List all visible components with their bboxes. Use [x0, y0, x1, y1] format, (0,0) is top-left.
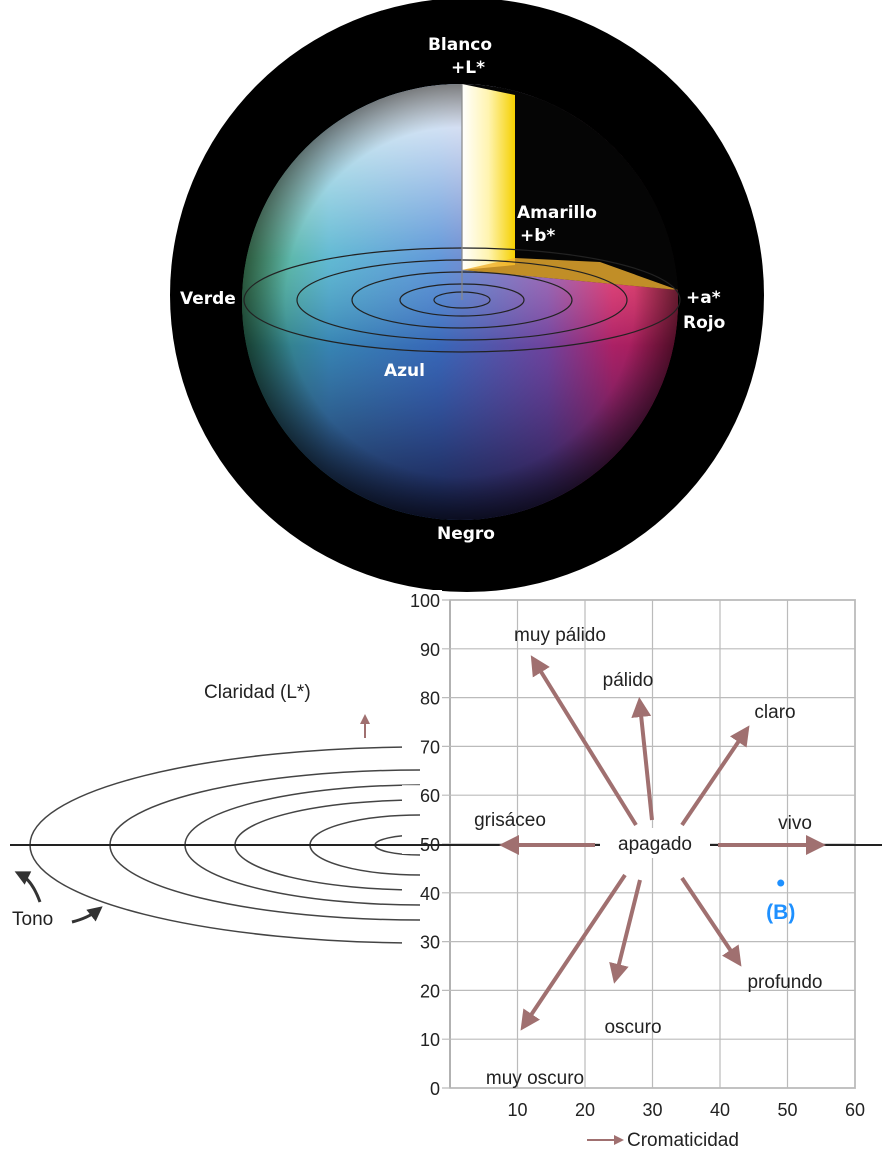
direction-label: profundo [747, 972, 822, 993]
y-axis-title: Claridad (L*) [204, 682, 311, 703]
label: +L* [451, 58, 485, 78]
label: Blanco [428, 35, 492, 55]
label: Verde [180, 289, 236, 309]
sphere: Blanco +L* Amarillo +b* Verde +a* Rojo A… [170, 0, 764, 592]
y-tick-label: 60 [420, 786, 440, 806]
y-tick-label: 70 [420, 737, 440, 757]
label: Amarillo [517, 203, 597, 223]
direction-label: pálido [603, 670, 654, 691]
y-tick-label: 100 [410, 591, 440, 611]
point-label: (B) [766, 901, 795, 924]
x-tick-label: 50 [777, 1100, 797, 1120]
page: Blanco +L* Amarillo +b* Verde +a* Rojo A… [0, 0, 882, 1154]
x-tick-label: 40 [710, 1100, 730, 1120]
x-tick-label: 60 [845, 1100, 865, 1120]
y-tick-label: 10 [420, 1030, 440, 1050]
direction-label: grisáceo [474, 810, 546, 831]
y-tick-label: 90 [420, 640, 440, 660]
label: Azul [384, 361, 425, 381]
direction-label: oscuro [604, 1017, 661, 1038]
y-tick-label: 40 [420, 884, 440, 904]
x-tick-label: 30 [642, 1100, 662, 1120]
hue-label: Tono [12, 909, 53, 930]
label: Rojo [683, 313, 725, 333]
x-tick-label: 10 [507, 1100, 527, 1120]
label: +a* [686, 288, 721, 308]
plot: Tono Claridad (L*) 0 10 20 30 40 50 60 70 80 90 10… [10, 590, 882, 1151]
y-tick-label: 20 [420, 981, 440, 1001]
y-tick-label: 0 [430, 1079, 440, 1099]
label: +b* [520, 226, 555, 246]
x-tick-label: 20 [575, 1100, 595, 1120]
direction-label: claro [754, 702, 795, 723]
y-tick-label: 30 [420, 933, 440, 953]
direction-label: muy oscuro [486, 1068, 584, 1089]
label: Negro [437, 524, 495, 544]
x-axis-title: Cromaticidad [627, 1130, 739, 1151]
y-tick-label: 80 [420, 689, 440, 709]
point [777, 880, 784, 887]
center-label: apagado [618, 834, 692, 855]
direction-label: muy pálido [514, 625, 606, 646]
direction-label: vivo [778, 813, 812, 834]
